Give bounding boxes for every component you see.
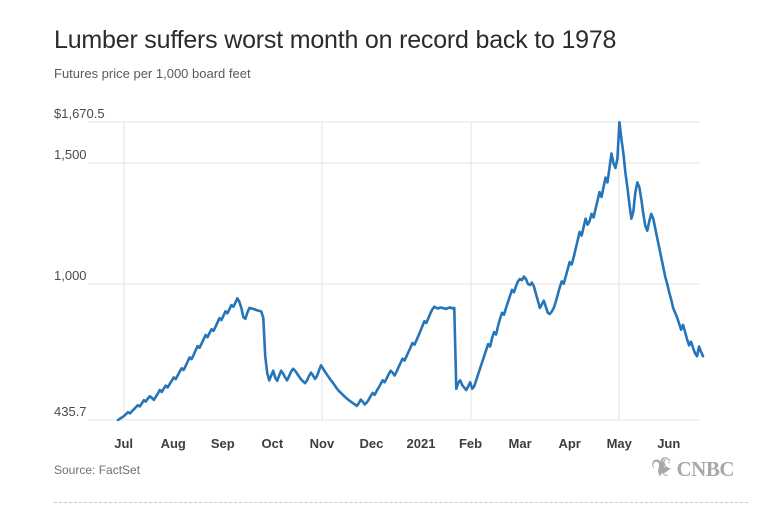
page-title: Lumber suffers worst month on record bac…	[54, 26, 617, 54]
price-line-series	[116, 120, 705, 422]
x-axis-tick-label: Jul	[114, 436, 134, 451]
chart-subtitle: Futures price per 1,000 board feet	[54, 66, 251, 81]
x-axis-tick-label: Mar	[508, 436, 532, 451]
y-axis-tick-label: $1,670.5	[54, 106, 105, 121]
x-axis-tick-label: Apr	[558, 436, 581, 451]
x-axis-tick-label: Dec	[359, 436, 384, 451]
cnbc-logo: CNBC	[649, 457, 734, 482]
x-axis-tick-label: Oct	[261, 436, 284, 451]
x-axis-tick-label: Sep	[210, 436, 235, 451]
chart-footer: Source: FactSet CNBC	[54, 457, 734, 485]
nbc-peacock-icon	[649, 457, 672, 482]
y-axis-tick-label: 1,000	[54, 267, 87, 283]
source-note: Source: FactSet	[54, 463, 141, 477]
vertical-gridlines	[123, 122, 620, 420]
y-axis-tick-label: 1,500	[54, 147, 87, 163]
x-axis-tick-label: Feb	[458, 436, 483, 451]
x-axis-tick-label: 2021	[406, 436, 436, 451]
x-axis-tick-label: May	[606, 436, 632, 451]
x-axis-tick-label: Jun	[657, 436, 681, 451]
horizontal-gridlines	[88, 121, 700, 421]
x-axis-tick-label: Nov	[309, 436, 335, 451]
bottom-divider	[54, 502, 748, 503]
cnbc-wordmark: CNBC	[676, 457, 734, 481]
y-axis-tick-label: 435.7	[54, 404, 87, 419]
x-axis-tick-label: Aug	[160, 436, 186, 451]
chart-header: Lumber suffers worst month on record bac…	[54, 24, 734, 82]
